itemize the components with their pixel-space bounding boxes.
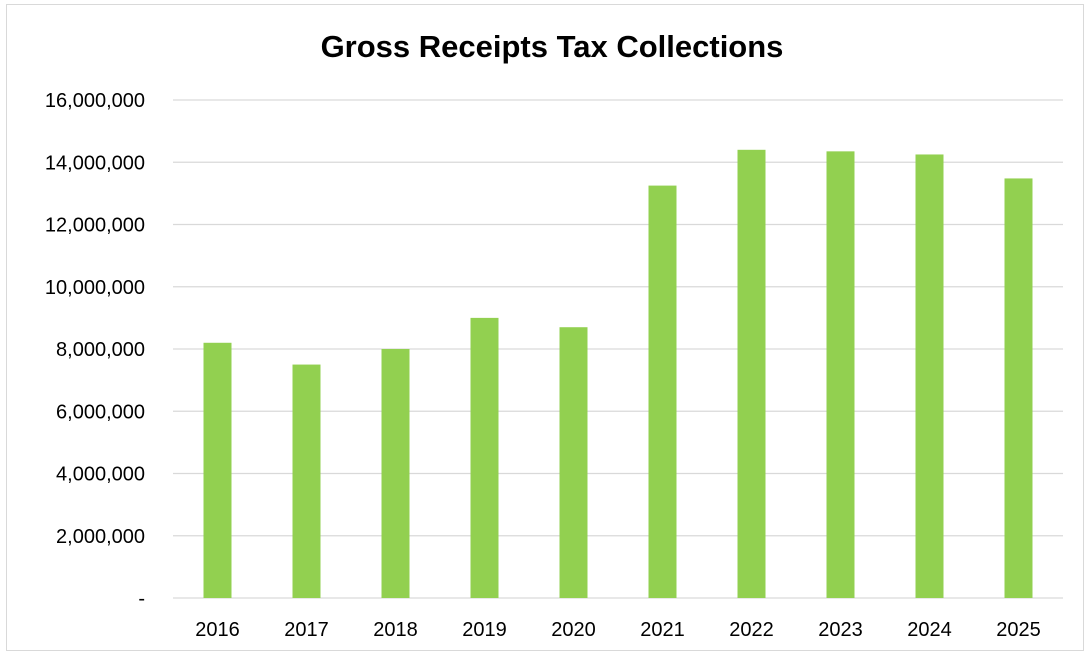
x-tick-label: 2021 xyxy=(640,619,685,641)
y-tick-label: 16,000,000 xyxy=(45,90,145,112)
y-axis-tick-labels: - 2,000,000 4,000,000 6,000,000 8,000,000 10,… xyxy=(45,90,145,610)
x-axis-tick-labels: 2016 2017 2018 2019 2020 2021 2022 2023 2024 2025 xyxy=(195,619,1041,641)
bar-2021 xyxy=(648,185,677,598)
bar-2016 xyxy=(203,342,232,598)
y-tick-label: 8,000,000 xyxy=(56,339,145,361)
bar-2025 xyxy=(1004,178,1033,598)
chart-title: Gross Receipts Tax Collections xyxy=(321,29,784,64)
x-tick-label: 2023 xyxy=(818,619,863,641)
bar-2022 xyxy=(737,149,766,599)
bar-2019 xyxy=(470,317,499,598)
x-tick-label: 2024 xyxy=(907,619,952,641)
bar-2018 xyxy=(381,349,410,598)
x-tick-label: 2020 xyxy=(551,619,596,641)
chart-frame xyxy=(6,4,1084,651)
gridlines xyxy=(173,99,1063,599)
bar-2023 xyxy=(826,151,855,598)
x-tick-label: 2019 xyxy=(462,619,507,641)
bars xyxy=(203,149,1033,599)
x-tick-label: 2025 xyxy=(996,619,1041,641)
y-tick-label: 12,000,000 xyxy=(45,215,145,237)
x-tick-label: 2022 xyxy=(729,619,774,641)
x-tick-label: 2017 xyxy=(284,619,329,641)
y-tick-label: - xyxy=(138,588,145,610)
y-tick-label: 2,000,000 xyxy=(56,526,145,548)
x-tick-label: 2018 xyxy=(373,619,418,641)
y-tick-label: 4,000,000 xyxy=(56,464,145,486)
y-tick-label: 14,000,000 xyxy=(45,152,145,174)
bar-2017 xyxy=(292,364,321,598)
y-tick-label: 10,000,000 xyxy=(45,277,145,299)
bar-2020 xyxy=(559,327,588,598)
bar-2024 xyxy=(915,154,944,598)
x-tick-label: 2016 xyxy=(195,619,240,641)
y-tick-label: 6,000,000 xyxy=(56,401,145,423)
